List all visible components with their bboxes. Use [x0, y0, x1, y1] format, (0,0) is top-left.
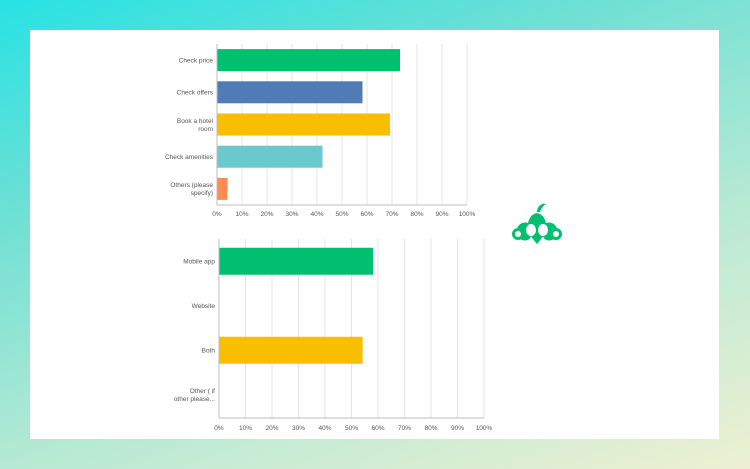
x-tick-label: 0%	[212, 211, 222, 218]
category-label: Website	[192, 303, 216, 310]
x-tick-label: 90%	[435, 211, 448, 218]
x-tick-label: 50%	[345, 425, 358, 432]
x-tick-label: 20%	[260, 211, 273, 218]
bar	[219, 336, 363, 364]
category-label: Check amenities	[165, 154, 214, 161]
bar	[217, 177, 228, 200]
x-tick-label: 40%	[310, 211, 323, 218]
chart-booking-channel: 0% 10% 20% 30% 40% 50% 60% 70% 80% 90% 100% Mobile …	[174, 239, 493, 432]
logo-tuft	[537, 203, 546, 212]
category-label: Mobile app	[183, 259, 215, 266]
logo-face-right	[538, 224, 548, 236]
logo-head	[516, 213, 558, 244]
x-tick-label: 30%	[292, 425, 305, 432]
category-label: Both	[202, 348, 216, 355]
x-tick-label: 70%	[398, 425, 411, 432]
x-tick-label: 40%	[318, 425, 331, 432]
category-label: Book a hotel room	[177, 118, 214, 133]
charts-canvas: 0% 10% 20% 30% 40% 50% 60% 70% 80% 90% 100% Check p…	[165, 44, 562, 432]
x-tick-label: 80%	[410, 211, 423, 218]
category-label: Others (please specify)	[170, 182, 213, 197]
x-tick-label: 60%	[360, 211, 373, 218]
category-label: Check offers	[177, 90, 214, 97]
bar	[219, 247, 374, 275]
x-tick-label: 100%	[459, 211, 476, 218]
bar	[217, 49, 400, 72]
chart-travel-actions: 0% 10% 20% 30% 40% 50% 60% 70% 80% 90% 100% Check p…	[165, 44, 476, 218]
x-tick-label: 60%	[371, 425, 384, 432]
x-tick-label: 70%	[385, 211, 398, 218]
x-tick-label: 10%	[235, 211, 248, 218]
bar	[217, 113, 390, 136]
logo-ear-right-inner	[553, 231, 559, 237]
x-tick-label: 20%	[265, 425, 278, 432]
x-tick-label: 90%	[451, 425, 464, 432]
x-tick-label: 0%	[214, 425, 224, 432]
x-tick-label: 80%	[424, 425, 437, 432]
logo-ear-left-inner	[515, 231, 521, 237]
surveymonkey-logo-icon	[512, 203, 562, 244]
category-label: Other ( if other please...	[174, 388, 215, 403]
x-tick-label: 100%	[476, 425, 493, 432]
logo-face-left	[526, 224, 536, 236]
bar	[217, 145, 323, 168]
bar	[217, 81, 363, 104]
content-card: 0% 10% 20% 30% 40% 50% 60% 70% 80% 90% 100% Check p…	[30, 30, 719, 439]
x-tick-label: 10%	[239, 425, 252, 432]
category-label: Check price	[179, 57, 214, 64]
x-tick-label: 30%	[285, 211, 298, 218]
x-tick-label: 50%	[335, 211, 348, 218]
